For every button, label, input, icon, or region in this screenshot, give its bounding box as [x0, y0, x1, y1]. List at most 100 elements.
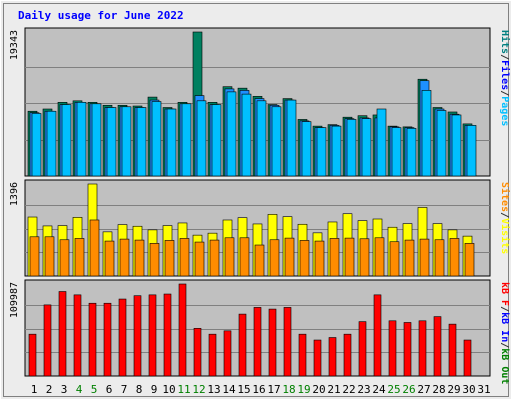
legend-entry: Files — [499, 60, 511, 90]
bar-sites — [314, 240, 325, 277]
x-tick-label: 30 — [462, 383, 475, 396]
bar-sites — [254, 244, 265, 277]
legend-entry: kB In — [499, 312, 510, 342]
bar-kbytes — [73, 294, 82, 377]
bar-kbytes — [283, 307, 292, 377]
bar-kbytes — [133, 295, 142, 377]
chart-title: Daily usage for June 2022 — [18, 9, 184, 22]
bar-kbytes — [148, 294, 157, 377]
x-tick-label: 29 — [447, 383, 460, 396]
bar-sites — [269, 239, 280, 277]
x-tick-label: 9 — [151, 383, 158, 396]
bar-sites — [134, 239, 145, 277]
legend-entry: Visits — [499, 218, 511, 254]
legend-entry: kB Out — [499, 348, 510, 384]
bar-sites — [404, 239, 415, 277]
bar-pages — [61, 104, 72, 177]
bar-sites — [149, 243, 160, 277]
bar-kbytes — [313, 339, 322, 377]
bar-sites — [344, 237, 355, 277]
bar-pages — [196, 100, 207, 177]
bar-sites — [89, 219, 100, 277]
bar-kbytes — [448, 323, 457, 377]
bar-sites — [29, 236, 40, 277]
bar-sites — [284, 237, 295, 277]
bar-kbytes — [298, 333, 307, 377]
x-tick-label: 23 — [357, 383, 370, 396]
x-tick-label: 10 — [162, 383, 175, 396]
bar-pages — [466, 125, 477, 177]
bar-pages — [166, 108, 177, 177]
bar-sites — [209, 239, 220, 277]
bar-sites — [74, 238, 85, 277]
x-tick-label: 5 — [91, 383, 98, 396]
bar-pages — [106, 107, 117, 177]
bar-kbytes — [418, 320, 427, 377]
bar-sites — [419, 238, 430, 277]
bar-pages — [256, 100, 267, 177]
legend: Sites/Visits — [499, 182, 511, 254]
bar-pages — [226, 91, 237, 177]
x-tick-label: 17 — [267, 383, 280, 396]
bar-sites — [224, 237, 235, 277]
bar-sites — [464, 243, 475, 277]
legend: kB F/kB In/kB Out — [499, 282, 510, 384]
bar-sites — [359, 238, 370, 277]
bar-sites — [104, 240, 115, 277]
x-tick-label: 11 — [177, 383, 190, 396]
x-tick-label: 13 — [207, 383, 220, 396]
bar-kbytes — [328, 337, 337, 377]
bar-pages — [91, 103, 102, 177]
legend: Hits/Files/Pages — [499, 30, 511, 126]
bar-pages — [241, 93, 252, 177]
x-tick-label: 7 — [121, 383, 128, 396]
bar-pages — [406, 128, 417, 177]
x-tick-label: 20 — [312, 383, 325, 396]
bar-sites — [449, 238, 460, 277]
y-max-label: 19343 — [9, 30, 20, 60]
bar-pages — [346, 119, 357, 177]
legend-entry: / — [499, 212, 510, 218]
legend-entry: / — [499, 54, 510, 60]
bar-sites — [44, 236, 55, 277]
bar-sites — [389, 241, 400, 277]
bar-pages — [286, 99, 297, 177]
bar-pages — [31, 113, 42, 177]
bar-kbytes — [223, 330, 232, 377]
x-tick-label: 22 — [342, 383, 355, 396]
legend-entry: / — [499, 342, 510, 348]
x-tick-label: 28 — [432, 383, 445, 396]
x-tick-label: 15 — [237, 383, 250, 396]
bar-kbytes — [253, 307, 262, 377]
bar-sites — [164, 240, 175, 277]
x-tick-label: 6 — [106, 383, 113, 396]
bar-pages — [136, 107, 147, 177]
x-tick-label: 26 — [402, 383, 415, 396]
bar-kbytes — [178, 283, 187, 377]
bar-sites — [374, 237, 385, 277]
legend-entry: / — [499, 306, 510, 312]
bar-kbytes — [373, 294, 382, 377]
bar-pages — [361, 118, 372, 177]
bar-kbytes — [103, 302, 112, 377]
x-tick-label: 12 — [192, 383, 205, 396]
bar-kbytes — [193, 328, 202, 377]
bar-sites — [119, 238, 130, 277]
bar-kbytes — [58, 291, 67, 377]
bar-pages — [271, 106, 282, 177]
bar-pages — [46, 110, 57, 177]
bar-kbytes — [238, 313, 247, 377]
x-tick-label: 4 — [76, 383, 83, 396]
x-tick-label: 18 — [282, 383, 295, 396]
x-tick-label: 31 — [477, 383, 490, 396]
inner-frame — [3, 3, 509, 397]
bar-kbytes — [433, 316, 442, 377]
bar-kbytes — [118, 298, 127, 377]
bar-kbytes — [43, 304, 52, 377]
bar-pages — [211, 104, 222, 177]
bar-kbytes — [268, 308, 277, 377]
legend-entry: / — [499, 90, 510, 96]
bar-pages — [316, 127, 327, 177]
